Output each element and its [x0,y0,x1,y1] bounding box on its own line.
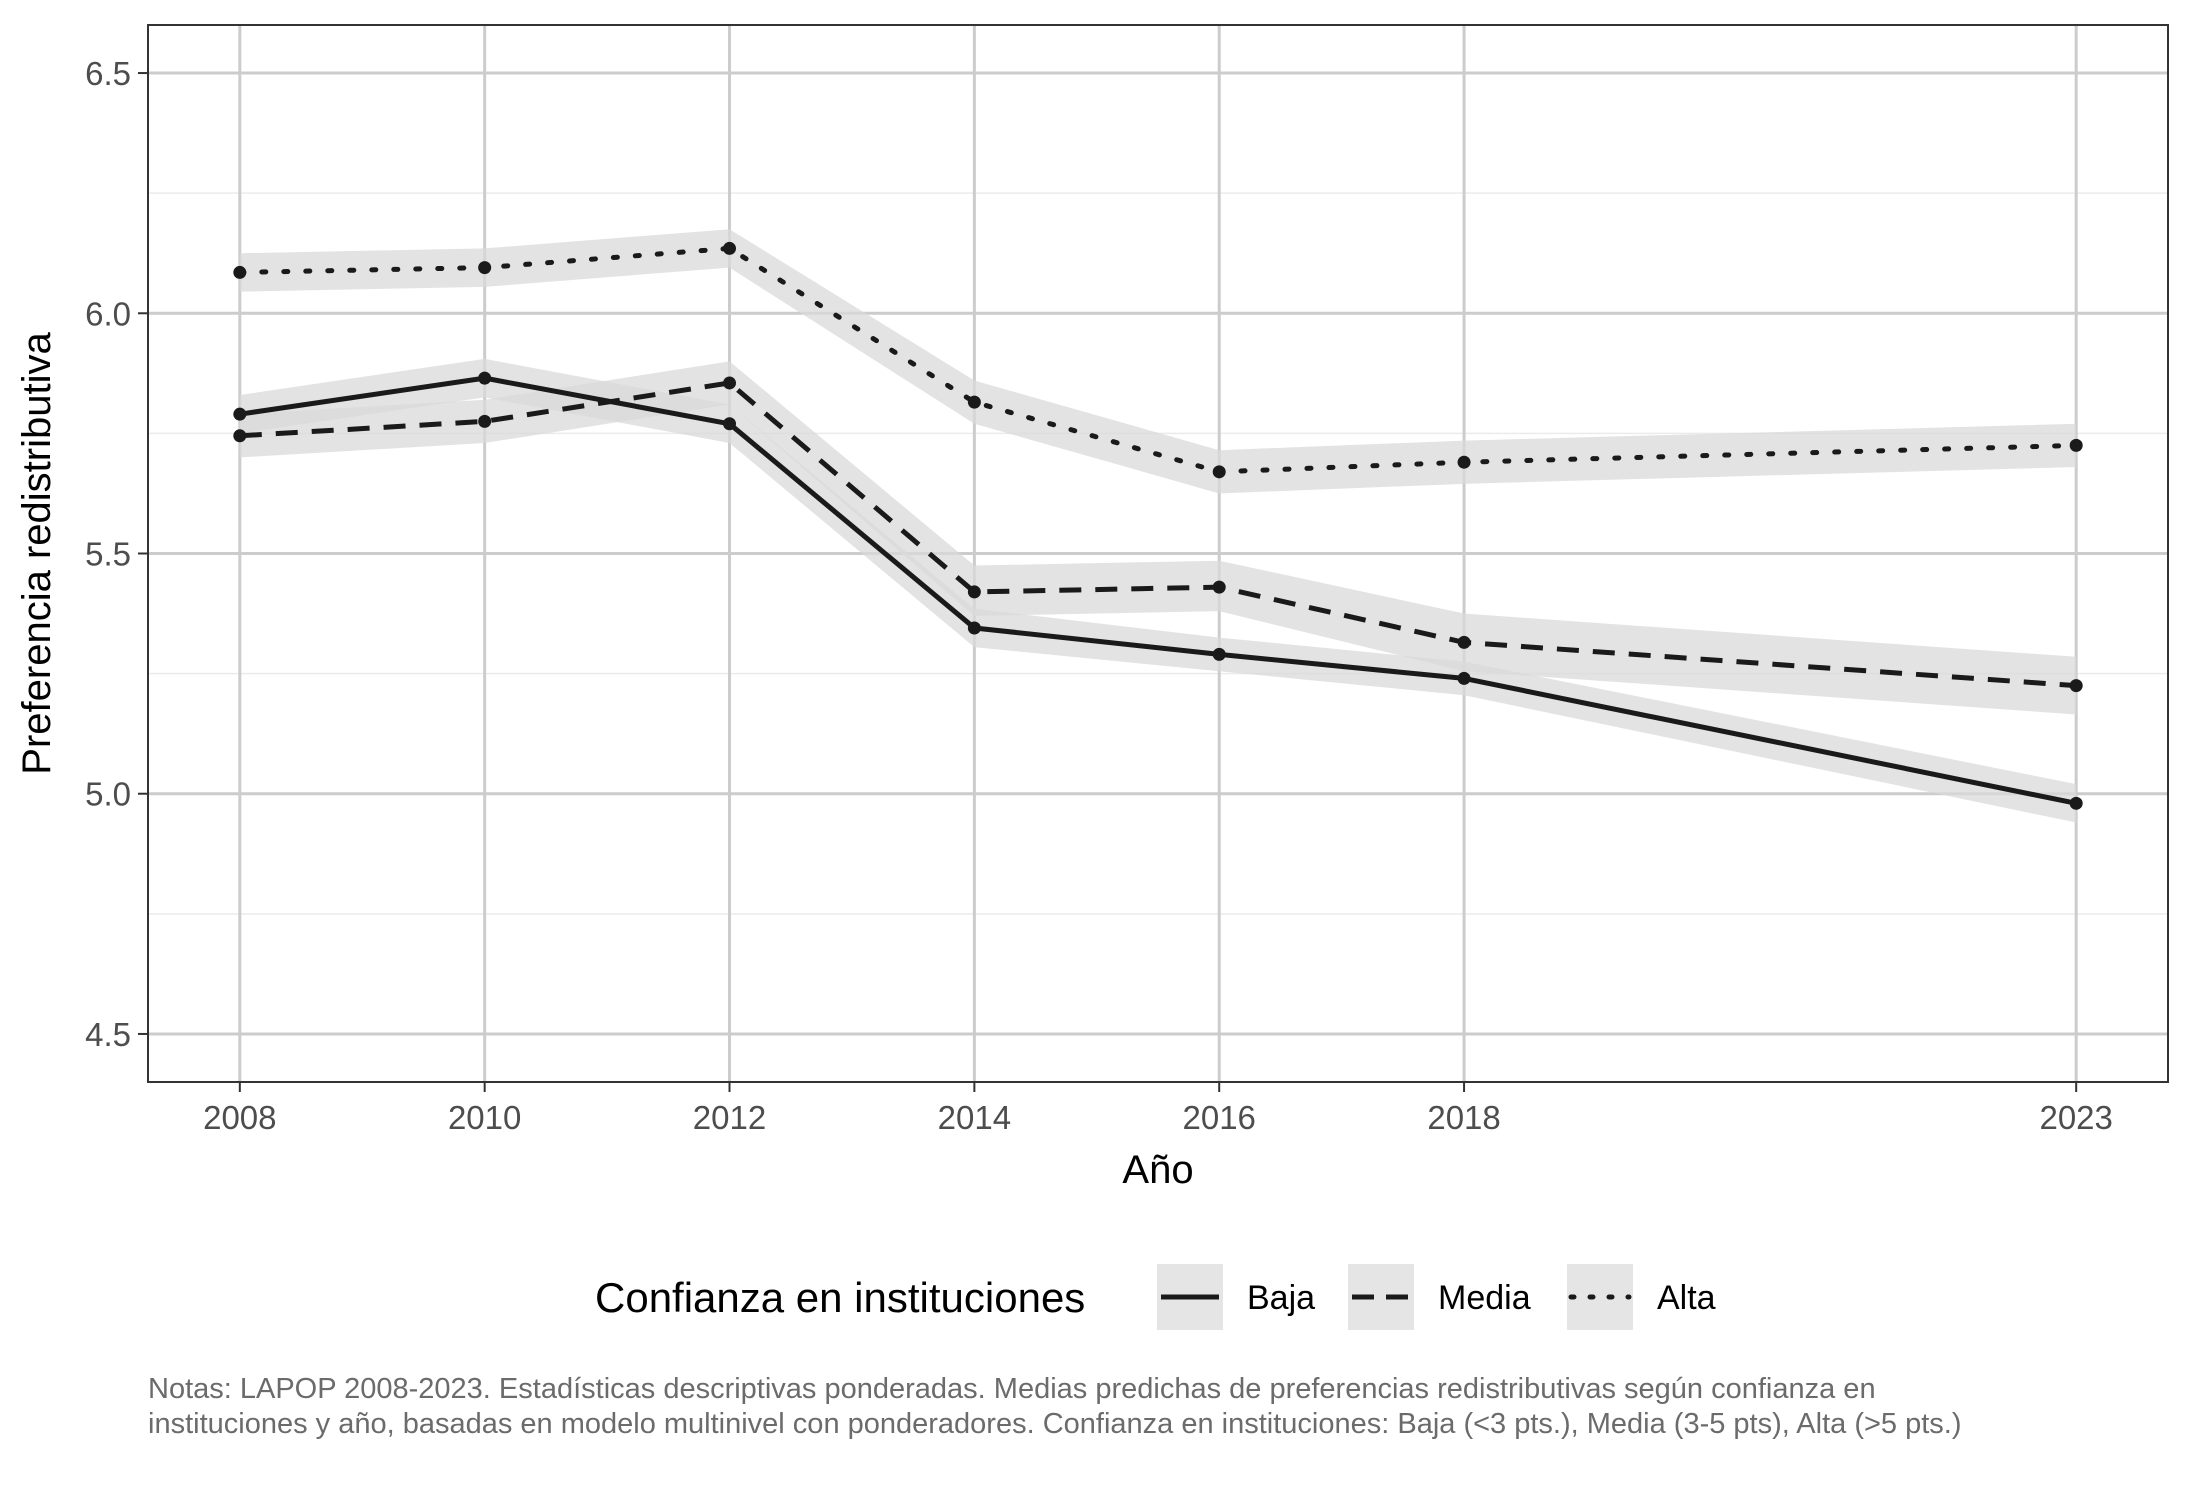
y-tick-label: 5.5 [85,536,131,573]
data-point-baja [233,407,247,421]
x-tick-label: 2014 [938,1099,1011,1136]
data-point-alta [478,261,492,275]
y-tick-label: 4.5 [85,1016,131,1053]
y-tick-label: 6.5 [85,55,131,92]
y-axis-title: Preferencia redistributiva [15,332,59,775]
x-tick-label: 2023 [2039,1099,2112,1136]
ci-ribbon-baja [239,358,2077,823]
x-axis-ticks: 2008 2010 2012 2014 2016 2018 2023 [203,1082,2113,1136]
data-point-alta [1212,465,1226,479]
caption-notes: Notas: LAPOP 2008-2023. Estadísticas des… [148,1373,1962,1440]
data-point-baja [478,371,492,385]
x-tick-label: 2016 [1183,1099,1256,1136]
data-point-media [233,429,247,443]
series-lines [237,245,2079,806]
legend: Confianza en instituciones Baja Media Alta [595,1264,1716,1330]
y-tick-label: 6.0 [85,295,131,332]
data-point-alta [2069,438,2083,452]
data-point-baja [2069,796,2083,810]
data-point-alta [233,265,247,279]
data-point-alta [967,395,981,409]
data-point-media [1457,635,1471,649]
data-point-media [1212,580,1226,594]
data-point-alta [1457,455,1471,469]
ci-ribbon-media [239,361,2077,715]
legend-title: Confianza en instituciones [595,1274,1085,1321]
ci-ribbon-alta [239,229,2077,494]
data-point-alta [723,241,737,255]
legend-label-media: Media [1438,1279,1531,1317]
x-axis-title: Año [1122,1148,1193,1192]
legend-key-bg-alta [1567,1264,1633,1330]
legend-label-alta: Alta [1657,1279,1716,1317]
grid-lines [148,25,2168,1082]
data-point-media [2069,679,2083,693]
series-points [233,241,2083,810]
data-point-media [967,585,981,599]
legend-label-baja: Baja [1247,1279,1315,1317]
y-tick-label: 5.0 [85,776,131,813]
data-point-media [723,376,737,390]
x-tick-label: 2010 [448,1099,521,1136]
data-point-baja [1457,671,1471,685]
data-point-baja [967,621,981,635]
x-tick-label: 2012 [693,1099,766,1136]
y-axis-ticks: 4.5 5.0 5.5 6.0 6.5 [85,55,148,1053]
confidence-ribbons [239,229,2077,823]
data-point-media [478,414,492,428]
data-point-baja [723,417,737,431]
data-point-baja [1212,647,1226,661]
x-tick-label: 2008 [203,1099,276,1136]
x-tick-label: 2018 [1427,1099,1500,1136]
